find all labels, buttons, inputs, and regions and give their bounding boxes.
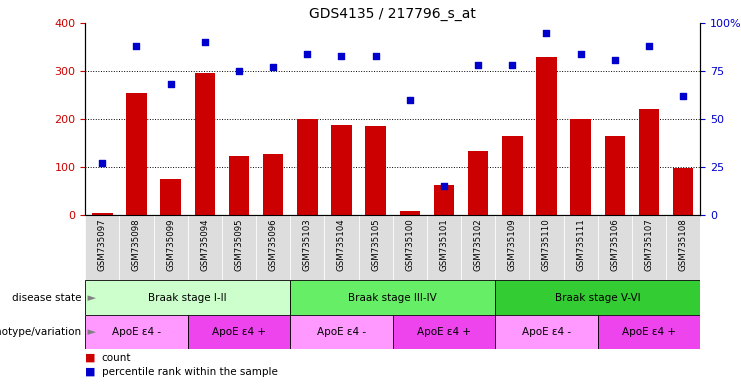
Text: GSM735109: GSM735109 bbox=[508, 218, 516, 271]
Text: Braak stage III-IV: Braak stage III-IV bbox=[348, 293, 437, 303]
Point bbox=[370, 53, 382, 59]
Text: genotype/variation: genotype/variation bbox=[0, 327, 82, 337]
Bar bbox=[85, 280, 290, 315]
Text: ApoE ε4 -: ApoE ε4 - bbox=[112, 327, 161, 337]
Point bbox=[575, 51, 587, 57]
Bar bbox=[256, 215, 290, 280]
Bar bbox=[564, 215, 598, 280]
Bar bbox=[598, 315, 700, 349]
Bar bbox=[290, 315, 393, 349]
Bar bbox=[365, 126, 386, 215]
Bar bbox=[666, 215, 700, 280]
Text: ApoE ε4 +: ApoE ε4 + bbox=[622, 327, 676, 337]
Text: ApoE ε4 +: ApoE ε4 + bbox=[212, 327, 266, 337]
Bar bbox=[331, 125, 352, 215]
Bar bbox=[153, 215, 187, 280]
Bar bbox=[263, 154, 283, 215]
Bar bbox=[639, 109, 659, 215]
Text: ■: ■ bbox=[85, 367, 96, 377]
Bar bbox=[495, 280, 700, 315]
Bar bbox=[290, 215, 325, 280]
Bar bbox=[632, 215, 666, 280]
Text: Braak stage I-II: Braak stage I-II bbox=[148, 293, 227, 303]
Bar bbox=[571, 119, 591, 215]
Bar bbox=[222, 215, 256, 280]
Bar bbox=[399, 211, 420, 215]
Bar bbox=[433, 185, 454, 215]
Text: GSM735097: GSM735097 bbox=[98, 218, 107, 271]
Text: ApoE ε4 +: ApoE ε4 + bbox=[417, 327, 471, 337]
Bar bbox=[393, 315, 495, 349]
Point bbox=[506, 62, 518, 68]
Text: GSM735107: GSM735107 bbox=[645, 218, 654, 271]
Bar bbox=[85, 315, 187, 349]
Bar bbox=[598, 215, 632, 280]
Text: GSM735104: GSM735104 bbox=[337, 218, 346, 271]
Point bbox=[472, 62, 484, 68]
Bar bbox=[126, 93, 147, 215]
Text: ApoE ε4 -: ApoE ε4 - bbox=[522, 327, 571, 337]
Bar bbox=[290, 280, 495, 315]
Bar bbox=[461, 215, 495, 280]
Point bbox=[540, 30, 552, 36]
Text: GSM735106: GSM735106 bbox=[611, 218, 619, 271]
Bar bbox=[502, 136, 522, 215]
Bar bbox=[119, 215, 153, 280]
Point bbox=[268, 64, 279, 70]
Point bbox=[96, 160, 108, 166]
Text: GSM735111: GSM735111 bbox=[576, 218, 585, 271]
Bar bbox=[468, 151, 488, 215]
Point bbox=[233, 68, 245, 74]
Bar bbox=[605, 136, 625, 215]
Point bbox=[438, 183, 450, 189]
Text: ►: ► bbox=[84, 327, 96, 337]
Text: disease state: disease state bbox=[12, 293, 82, 303]
Title: GDS4135 / 217796_s_at: GDS4135 / 217796_s_at bbox=[309, 7, 476, 21]
Text: GSM735110: GSM735110 bbox=[542, 218, 551, 271]
Bar bbox=[673, 168, 694, 215]
Text: Braak stage V-VI: Braak stage V-VI bbox=[555, 293, 640, 303]
Text: GSM735098: GSM735098 bbox=[132, 218, 141, 271]
Text: ►: ► bbox=[84, 293, 96, 303]
Text: GSM735103: GSM735103 bbox=[303, 218, 312, 271]
Bar bbox=[495, 315, 598, 349]
Point bbox=[336, 53, 348, 59]
Text: GSM735095: GSM735095 bbox=[234, 218, 244, 271]
Text: count: count bbox=[102, 353, 131, 363]
Bar bbox=[297, 119, 318, 215]
Bar bbox=[536, 56, 556, 215]
Bar bbox=[325, 215, 359, 280]
Text: GSM735108: GSM735108 bbox=[679, 218, 688, 271]
Point bbox=[643, 43, 655, 49]
Bar bbox=[495, 215, 529, 280]
Bar bbox=[393, 215, 427, 280]
Bar bbox=[85, 215, 119, 280]
Text: GSM735101: GSM735101 bbox=[439, 218, 448, 271]
Bar bbox=[160, 179, 181, 215]
Point bbox=[302, 51, 313, 57]
Text: ApoE ε4 -: ApoE ε4 - bbox=[317, 327, 366, 337]
Bar bbox=[187, 215, 222, 280]
Text: ■: ■ bbox=[85, 353, 96, 363]
Point bbox=[130, 43, 142, 49]
Point bbox=[404, 97, 416, 103]
Bar bbox=[529, 215, 564, 280]
Bar bbox=[359, 215, 393, 280]
Text: GSM735096: GSM735096 bbox=[269, 218, 278, 271]
Point bbox=[609, 56, 621, 63]
Point bbox=[199, 39, 210, 45]
Point bbox=[677, 93, 689, 99]
Bar bbox=[427, 215, 461, 280]
Text: percentile rank within the sample: percentile rank within the sample bbox=[102, 367, 277, 377]
Text: GSM735100: GSM735100 bbox=[405, 218, 414, 271]
Point bbox=[165, 81, 176, 88]
Text: GSM735094: GSM735094 bbox=[200, 218, 209, 271]
Bar bbox=[187, 315, 290, 349]
Bar bbox=[229, 157, 249, 215]
Bar bbox=[92, 213, 113, 215]
Bar bbox=[195, 73, 215, 215]
Text: GSM735105: GSM735105 bbox=[371, 218, 380, 271]
Text: GSM735102: GSM735102 bbox=[473, 218, 482, 271]
Text: GSM735099: GSM735099 bbox=[166, 218, 175, 271]
